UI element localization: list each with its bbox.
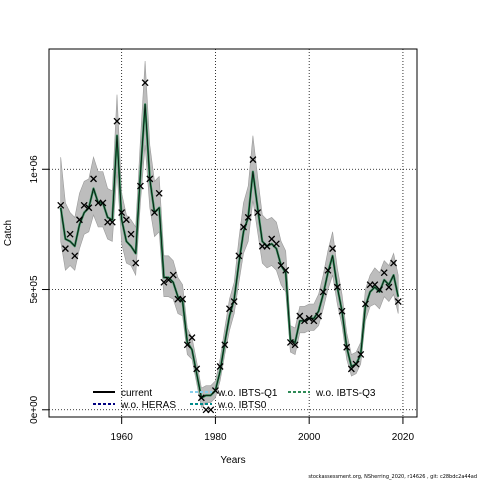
observed-point bbox=[155, 189, 163, 197]
legend-label: w.o. IBTS-Q3 bbox=[315, 388, 376, 399]
observed-point bbox=[263, 242, 271, 250]
observed-point bbox=[76, 216, 83, 224]
observed-point bbox=[376, 286, 383, 293]
observed-point bbox=[385, 283, 393, 291]
observed-point bbox=[132, 259, 140, 267]
y-tick-label: 1e+06 bbox=[29, 155, 40, 184]
y-tick-label: 0e+00 bbox=[29, 395, 40, 424]
observed-point bbox=[249, 156, 257, 164]
observed-point bbox=[240, 223, 248, 231]
legend-label: w.o. IBTS0 bbox=[217, 400, 267, 411]
y-tick-label: 5e+05 bbox=[29, 275, 40, 304]
observed-point bbox=[235, 252, 243, 260]
observed-point bbox=[286, 338, 294, 346]
y-axis: 0e+00 5e+05 1e+06 bbox=[29, 155, 50, 424]
observed-point bbox=[221, 341, 229, 349]
observed-point bbox=[169, 271, 177, 279]
observed-point bbox=[80, 201, 88, 209]
x-tick-label: 2020 bbox=[392, 432, 415, 443]
observed-point bbox=[230, 298, 238, 306]
observed-point bbox=[357, 351, 365, 358]
x-axis-title: Years bbox=[220, 455, 245, 466]
x-tick-label: 2000 bbox=[298, 432, 321, 443]
observed-point bbox=[329, 245, 337, 253]
observed-point bbox=[226, 305, 233, 313]
series-lines bbox=[59, 103, 400, 399]
observed-point bbox=[108, 218, 116, 226]
observed-point bbox=[71, 252, 79, 260]
observed-point bbox=[90, 175, 97, 183]
legend-label: current bbox=[121, 388, 152, 399]
observed-point bbox=[216, 363, 224, 370]
series-line-w-o-ibts-q3 bbox=[59, 103, 400, 399]
x-tick-label: 1960 bbox=[111, 432, 134, 443]
observed-markers bbox=[57, 79, 402, 414]
observed-point bbox=[380, 269, 388, 277]
legend-item-w-o-heras: w.o. HERAS bbox=[93, 400, 176, 411]
observed-point bbox=[291, 341, 299, 349]
observed-point bbox=[193, 365, 201, 373]
observed-point bbox=[118, 209, 126, 217]
observed-point bbox=[394, 298, 402, 306]
observed-point bbox=[324, 266, 332, 274]
x-tick-label: 1980 bbox=[204, 432, 227, 443]
observed-point bbox=[151, 209, 158, 217]
observed-point bbox=[211, 387, 219, 395]
observed-point bbox=[61, 245, 69, 253]
x-axis: 1960 1980 2000 2020 bbox=[111, 416, 415, 443]
y-axis-title: Catch bbox=[3, 220, 14, 246]
observed-point bbox=[244, 213, 252, 221]
legend-item-w-o-ibts-q3: w.o. IBTS-Q3 bbox=[288, 388, 376, 399]
observed-point bbox=[315, 312, 323, 320]
observed-point bbox=[343, 343, 351, 351]
observed-point bbox=[352, 360, 360, 368]
observed-point bbox=[305, 314, 313, 322]
legend-label: w.o. IBTS-Q1 bbox=[217, 388, 278, 399]
observed-point bbox=[113, 117, 121, 125]
observed-point bbox=[338, 307, 346, 315]
observed-point bbox=[160, 278, 168, 286]
observed-point bbox=[57, 201, 65, 209]
legend-label: w.o. HERAS bbox=[120, 400, 176, 411]
observed-point bbox=[361, 300, 369, 308]
observed-point bbox=[179, 295, 187, 303]
observed-point bbox=[188, 334, 196, 342]
observed-point bbox=[99, 199, 107, 207]
observed-point bbox=[183, 341, 191, 349]
plot-frame bbox=[48, 48, 418, 418]
observed-point bbox=[136, 182, 144, 190]
observed-point bbox=[333, 283, 341, 291]
observed-point bbox=[390, 259, 398, 267]
observed-point bbox=[127, 230, 135, 238]
observed-point bbox=[141, 79, 149, 87]
legend-item-w-o-ibts-q1: w.o. IBTS-Q1 bbox=[190, 388, 278, 399]
observed-point bbox=[122, 216, 130, 224]
observed-point bbox=[272, 240, 280, 248]
footer-credit: stockassessment.org, NSherring_2020, r14… bbox=[308, 474, 477, 480]
legend-item-w-o-ibts0: w.o. IBTS0 bbox=[190, 400, 267, 411]
observed-point bbox=[282, 266, 290, 274]
observed-point bbox=[254, 209, 262, 217]
observed-point bbox=[66, 230, 74, 238]
observed-point bbox=[197, 394, 205, 402]
observed-point bbox=[146, 175, 154, 183]
observed-point bbox=[301, 317, 308, 325]
observed-point bbox=[207, 406, 215, 414]
observed-point bbox=[85, 204, 93, 212]
observed-point bbox=[319, 288, 327, 296]
grid-lines bbox=[49, 49, 417, 417]
legend-item-current: current bbox=[93, 388, 152, 399]
